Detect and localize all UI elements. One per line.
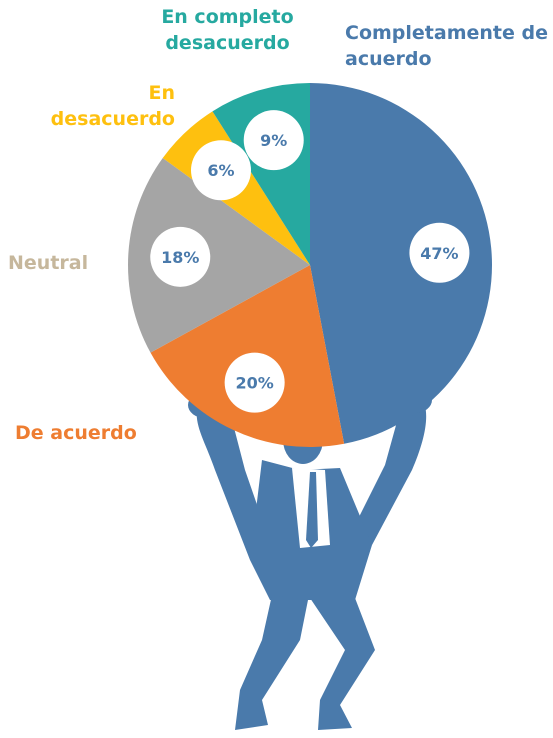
value-label: 47%: [420, 244, 458, 263]
category-label: Neutral: [8, 250, 118, 276]
value-label: 18%: [161, 248, 199, 267]
infographic: 47% 20% 18% 6% 9% Completamente de acuerdo De…: [0, 0, 553, 738]
category-label: Completamente de acuerdo: [345, 20, 553, 72]
category-label: En completo desacuerdo: [140, 4, 315, 56]
category-label: De acuerdo: [15, 420, 185, 446]
value-label: 9%: [260, 131, 287, 150]
value-label: 6%: [207, 161, 234, 180]
category-label: En desacuerdo: [20, 80, 175, 132]
value-label: 20%: [236, 374, 274, 393]
